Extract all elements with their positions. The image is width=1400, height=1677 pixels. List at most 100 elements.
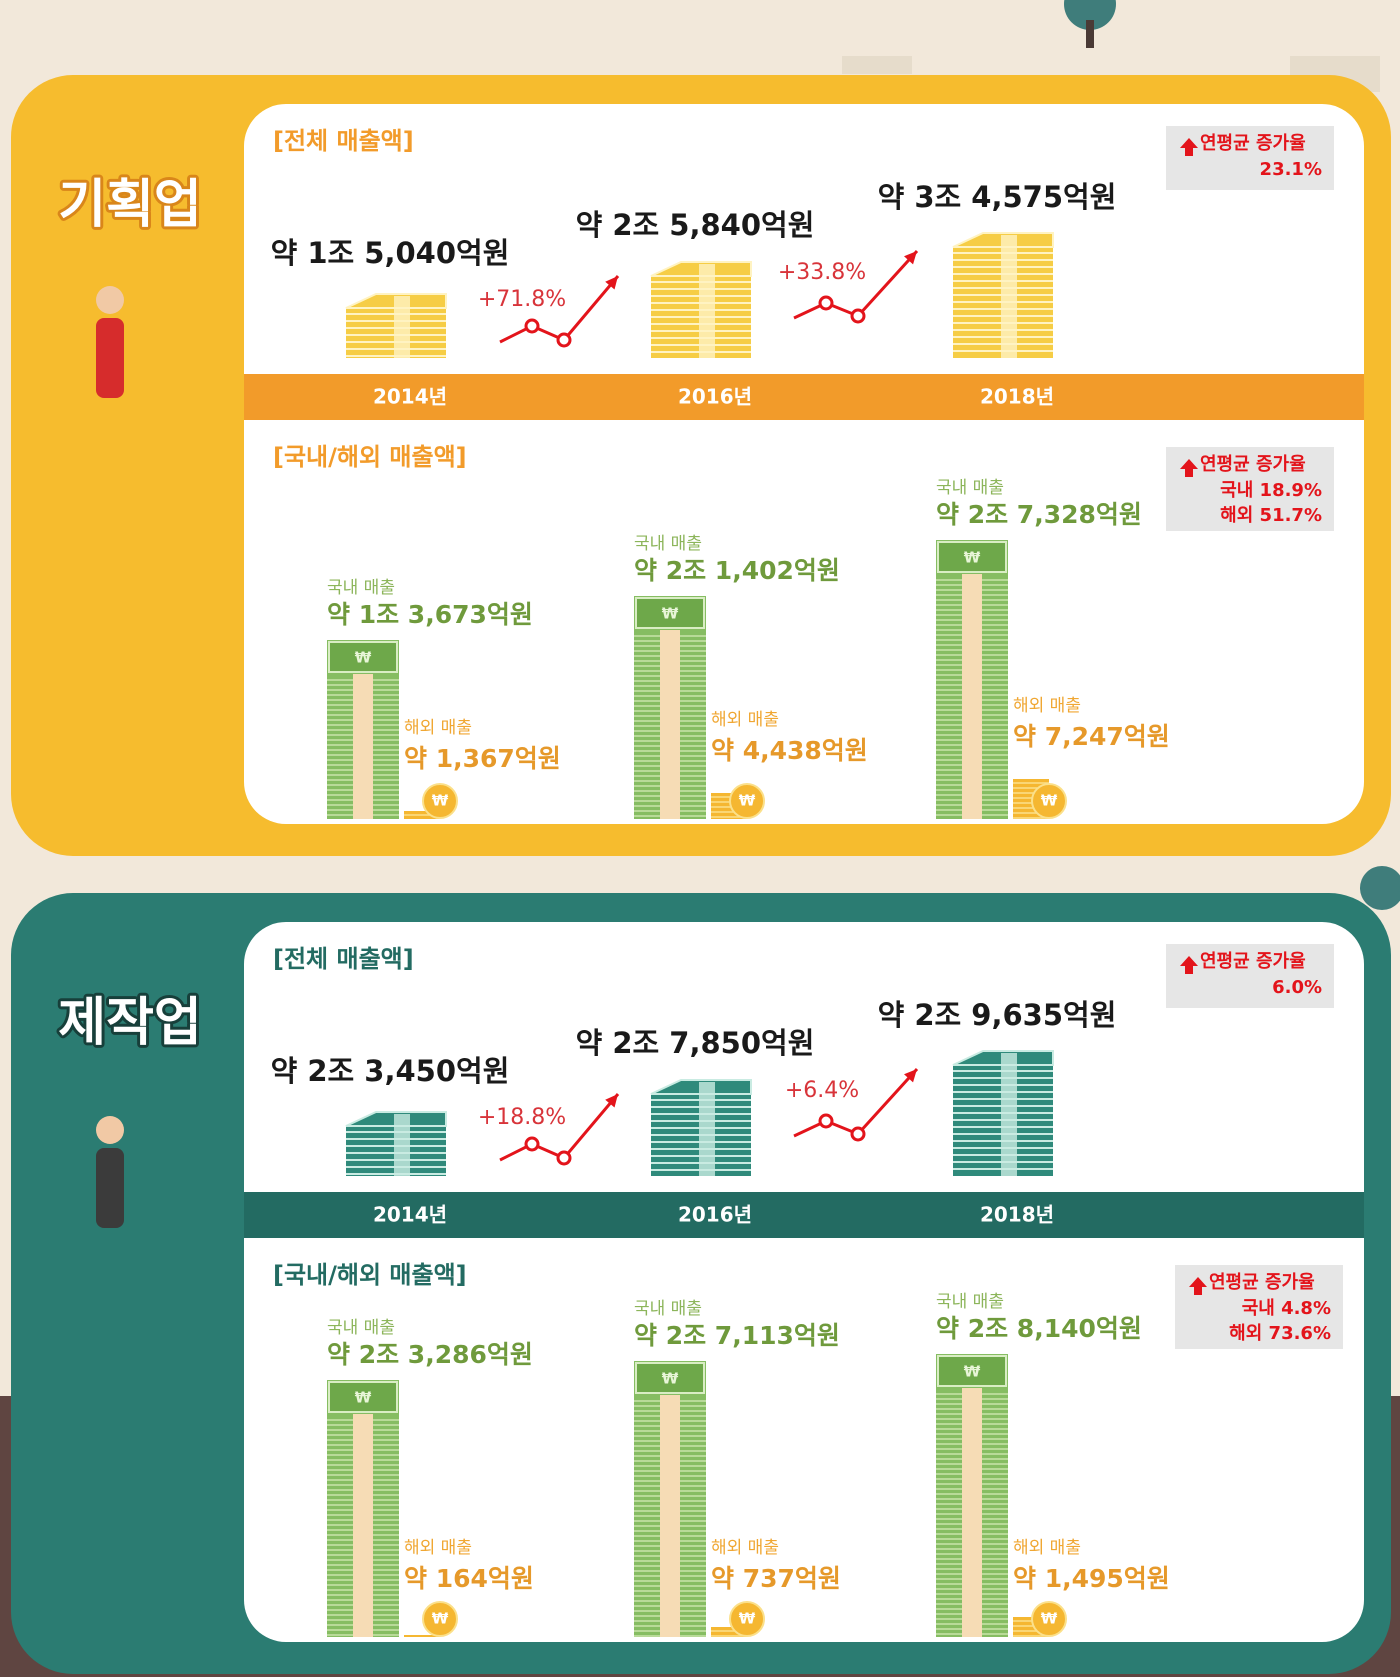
growth-arrowhead: [904, 251, 917, 265]
coin: [729, 783, 765, 819]
money-stack: [345, 1111, 447, 1176]
money-stack: [345, 293, 447, 358]
figure-head: [96, 1116, 124, 1144]
growth-line: [793, 1067, 919, 1138]
year-band: [244, 1192, 1364, 1238]
coin: [1031, 1601, 1067, 1637]
money-band: [394, 296, 410, 358]
rate-value: 해외 73.6%: [1229, 1323, 1331, 1344]
bill-band: [962, 1388, 982, 1637]
domestic-bill-stack: ₩: [327, 1380, 399, 1637]
year-label: 2016년: [678, 1203, 752, 1227]
overseas-label: 해외 매출: [404, 718, 472, 738]
domestic-amount: 약 2조 7,113억원: [634, 1321, 840, 1350]
currency-symbol: ₩: [739, 792, 756, 810]
bill-band: [660, 630, 680, 819]
tree: [1360, 866, 1400, 910]
year-label: 2014년: [373, 1203, 447, 1227]
total-amount: 약 1조 5,040억원: [271, 236, 510, 270]
bill-band: [962, 574, 982, 819]
bill-top: [635, 1362, 705, 1394]
growth-rate: +71.8%: [478, 287, 566, 312]
bill-top: [937, 1355, 1007, 1387]
growth-dot: [524, 1136, 540, 1152]
money-stack: [650, 261, 752, 358]
growth-dot: [850, 1126, 866, 1142]
rate-arrow-icon: [1180, 459, 1198, 477]
overseas-amount: 약 164억원: [404, 1564, 534, 1593]
bill-band: [353, 1414, 373, 1637]
year-label: 2018년: [980, 385, 1054, 409]
rate-value: 23.1%: [1260, 159, 1322, 180]
domestic-label: 국내 매출: [634, 1299, 702, 1319]
overseas-label: 해외 매출: [711, 710, 779, 730]
overseas-amount: 약 4,438억원: [711, 736, 868, 765]
domestic-amount: 약 2조 8,140억원: [936, 1314, 1142, 1343]
currency-symbol: ₩: [964, 1363, 981, 1381]
rate-label: 연평균 증가율: [1200, 454, 1306, 475]
currency-symbol: ₩: [739, 1610, 756, 1628]
figure-body: [96, 318, 124, 398]
total-amount: 약 2조 7,850억원: [576, 1026, 815, 1060]
money-band: [394, 1114, 410, 1176]
domestic-label: 국내 매출: [634, 534, 702, 554]
domestic-amount: 약 1조 3,673억원: [327, 600, 533, 629]
rate-label: 연평균 증가율: [1200, 951, 1306, 972]
rate-value: 6.0%: [1272, 977, 1322, 998]
overseas-amount: 약 1,495억원: [1013, 1564, 1170, 1593]
currency-symbol: ₩: [432, 792, 449, 810]
domestic-label: 국내 매출: [936, 1292, 1004, 1312]
currency-symbol: ₩: [432, 1610, 449, 1628]
rate-label: 연평균 증가율: [1209, 1272, 1315, 1293]
rate-value: 국내 4.8%: [1242, 1298, 1331, 1319]
rate-arrow-icon: [1180, 956, 1198, 974]
bill-top: [635, 597, 705, 629]
overseas-label: 해외 매출: [404, 1538, 472, 1558]
domestic-label: 국내 매출: [936, 478, 1004, 498]
total-amount: 약 3조 4,575억원: [878, 180, 1117, 214]
total-heading: [전체 매출액]: [273, 127, 414, 155]
growth-dot: [556, 1150, 572, 1166]
currency-symbol: ₩: [662, 605, 679, 623]
figure-head: [96, 286, 124, 314]
total-amount: 약 2조 9,635억원: [878, 998, 1117, 1032]
currency-symbol: ₩: [964, 549, 981, 567]
growth-dot: [818, 295, 834, 311]
year-label: 2014년: [373, 385, 447, 409]
coin-stack: [711, 1627, 747, 1637]
year-band: [244, 374, 1364, 420]
content-card: [244, 104, 1364, 824]
money-stack: [650, 1079, 752, 1176]
domestic-bill-stack: ₩: [936, 1354, 1008, 1637]
growth-rate: +6.4%: [785, 1078, 859, 1103]
currency-symbol: ₩: [1041, 792, 1058, 810]
growth-arrowhead: [605, 1094, 618, 1108]
bill-top: [328, 1381, 398, 1413]
currency-symbol: ₩: [355, 649, 372, 667]
content-card: [244, 922, 1364, 1642]
growth-dot: [818, 1113, 834, 1129]
overseas-label: 해외 매출: [1013, 1538, 1081, 1558]
rate-label: 연평균 증가율: [1200, 133, 1306, 154]
growth-line: [499, 275, 620, 344]
growth-dot: [524, 318, 540, 334]
money-band: [699, 264, 715, 358]
figure-body: [96, 1148, 124, 1228]
bill-top: [937, 541, 1007, 573]
growth-line: [793, 249, 919, 320]
coin: [422, 783, 458, 819]
split-heading: [국내/해외 매출액]: [273, 1261, 467, 1289]
rate-box: [1166, 944, 1334, 1008]
bill-top: [328, 641, 398, 673]
money-band: [699, 1082, 715, 1176]
domestic-amount: 약 2조 1,402억원: [634, 556, 840, 585]
overseas-label: 해외 매출: [1013, 696, 1081, 716]
overseas-amount: 약 737억원: [711, 1564, 841, 1593]
total-heading: [전체 매출액]: [273, 945, 414, 973]
rate-box: [1166, 126, 1334, 190]
overseas-amount: 약 1,367억원: [404, 744, 561, 773]
growth-rate: +18.8%: [478, 1105, 566, 1130]
currency-symbol: ₩: [355, 1389, 372, 1407]
growth-dot: [556, 332, 572, 348]
